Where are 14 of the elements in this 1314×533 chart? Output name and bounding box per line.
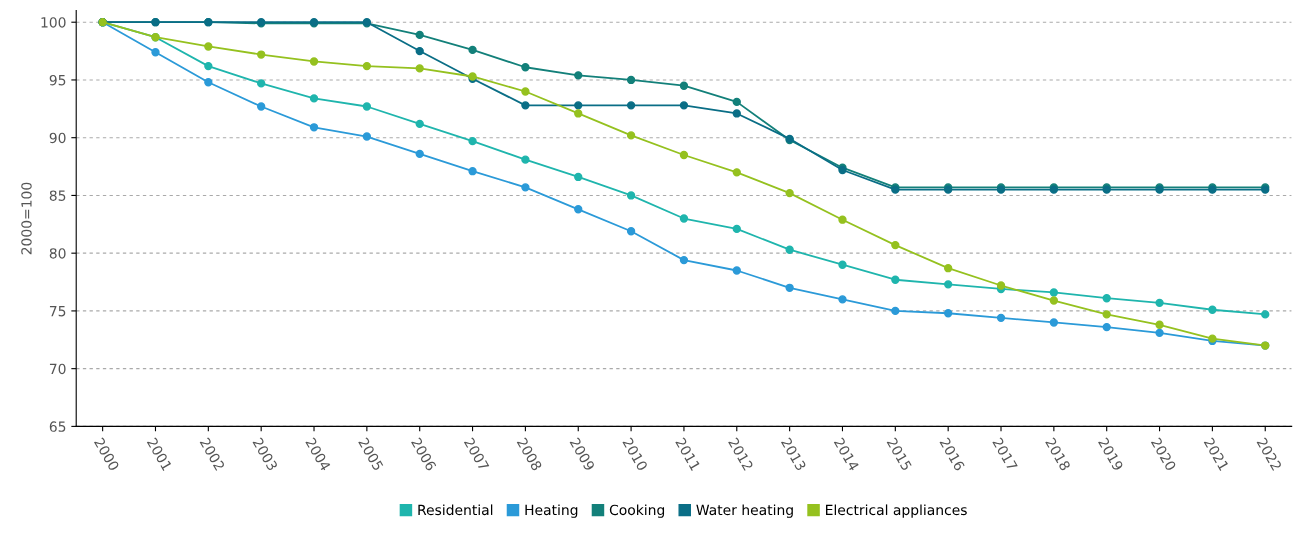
legend-label: Cooking bbox=[609, 504, 665, 518]
legend-label: Electrical appliances bbox=[826, 504, 967, 518]
y-axis-title: 2000=100 bbox=[21, 182, 32, 255]
y-tick-label: 100 bbox=[41, 17, 66, 28]
y-tick-label: 65 bbox=[49, 421, 66, 432]
y-tick-label: 75 bbox=[49, 306, 66, 317]
y-tick-label: 85 bbox=[49, 190, 66, 201]
y-tick-label: 90 bbox=[49, 132, 66, 144]
y-tick-label: 80 bbox=[49, 248, 66, 259]
legend-label: Water heating bbox=[696, 504, 793, 518]
legend-label: Residential bbox=[418, 504, 493, 516]
y-tick-label: 70 bbox=[49, 363, 66, 375]
legend-label: Heating bbox=[525, 504, 578, 518]
y-tick-label: 95 bbox=[49, 74, 66, 86]
